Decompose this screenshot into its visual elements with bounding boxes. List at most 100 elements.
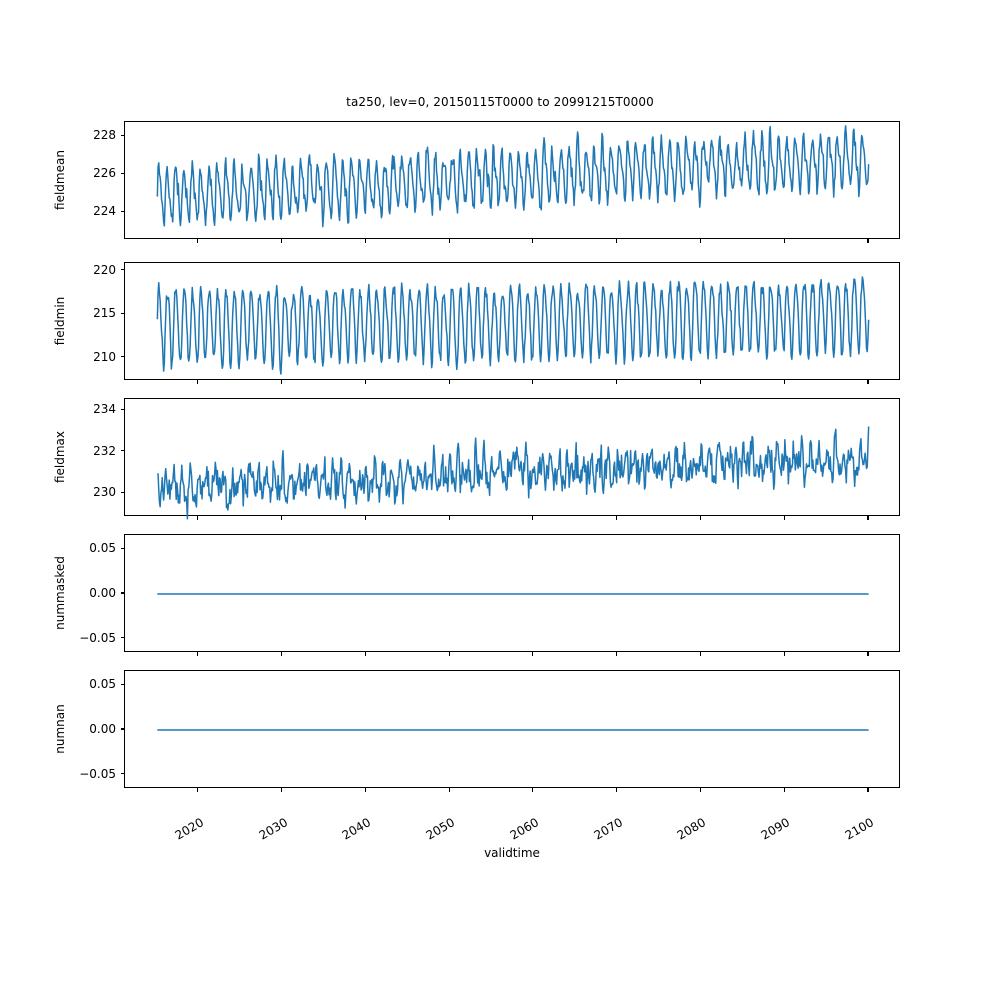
- y-tick-label: 234: [93, 402, 116, 417]
- x-tick-mark: [783, 239, 785, 243]
- y-tick-mark: [120, 491, 124, 493]
- x-tick-mark: [197, 380, 199, 384]
- x-tick-mark: [532, 516, 534, 520]
- y-tick-label: 224: [93, 204, 116, 219]
- x-tick-label: 2090: [758, 815, 793, 843]
- x-tick-mark: [197, 516, 199, 520]
- y-axis-label-numnan: numnan: [53, 704, 67, 754]
- x-tick-mark: [616, 239, 618, 243]
- x-tick-mark: [616, 380, 618, 384]
- x-tick-label: 2040: [340, 815, 374, 843]
- x-tick-label: 2050: [423, 815, 458, 843]
- x-tick-mark: [867, 652, 869, 656]
- y-tick-mark: [120, 773, 124, 775]
- y-tick-mark: [120, 408, 124, 410]
- x-tick-label: 2100: [842, 815, 877, 843]
- y-axis-label-fieldmin: fieldmin: [53, 296, 67, 346]
- x-tick-mark: [532, 380, 534, 384]
- y-tick-label: 0.00: [89, 722, 116, 736]
- subplot-numnan: [124, 670, 900, 788]
- x-tick-mark: [867, 239, 869, 243]
- y-tick-mark: [120, 269, 124, 271]
- data-line-fieldmean: [156, 125, 870, 228]
- x-tick-mark: [699, 788, 701, 792]
- y-tick-label: 232: [93, 443, 116, 458]
- y-tick-label: 230: [93, 485, 116, 500]
- x-tick-mark: [364, 652, 366, 656]
- x-tick-mark: [448, 788, 450, 792]
- x-tick-mark: [532, 652, 534, 656]
- figure-title: ta250, lev=0, 20150115T0000 to 20991215T…: [346, 95, 654, 109]
- y-tick-label: 0.05: [89, 677, 116, 692]
- subplot-fieldmean: [124, 121, 900, 239]
- subplot-fieldmin: [124, 262, 900, 380]
- data-line-fieldmin: [156, 276, 870, 375]
- x-tick-mark: [532, 788, 534, 792]
- y-tick-label: −0.05: [79, 766, 116, 781]
- x-axis-label: validtime: [484, 846, 540, 860]
- y-tick-label: 226: [93, 166, 116, 181]
- y-tick-mark: [120, 172, 124, 174]
- x-tick-mark: [281, 380, 283, 384]
- x-tick-label: 2070: [591, 815, 625, 843]
- x-tick-mark: [783, 788, 785, 792]
- x-tick-mark: [448, 380, 450, 384]
- x-tick-mark: [783, 516, 785, 520]
- plot-area-fieldmax: [157, 426, 870, 520]
- x-tick-mark: [197, 788, 199, 792]
- y-tick-label: 228: [93, 128, 116, 143]
- x-tick-mark: [281, 652, 283, 656]
- y-tick-mark: [120, 683, 124, 685]
- y-tick-mark: [120, 134, 124, 136]
- y-axis-label-fieldmax: fieldmax: [53, 430, 67, 484]
- x-tick-mark: [364, 516, 366, 520]
- y-tick-label: −0.05: [79, 630, 116, 645]
- x-tick-mark: [699, 380, 701, 384]
- x-tick-mark: [867, 516, 869, 520]
- subplot-fieldmax: [124, 398, 900, 520]
- x-tick-mark: [364, 239, 366, 243]
- x-tick-mark: [448, 652, 450, 656]
- x-tick-mark: [364, 788, 366, 792]
- x-tick-mark: [281, 516, 283, 520]
- x-tick-mark: [448, 516, 450, 520]
- x-tick-mark: [616, 652, 618, 656]
- x-tick-label: 2020: [172, 815, 206, 843]
- x-tick-mark: [783, 380, 785, 384]
- x-tick-mark: [616, 516, 618, 520]
- y-tick-label: 215: [93, 306, 116, 321]
- y-tick-mark: [120, 592, 124, 594]
- y-tick-mark: [120, 637, 124, 639]
- x-tick-mark: [783, 652, 785, 656]
- x-tick-mark: [364, 380, 366, 384]
- x-tick-mark: [281, 788, 283, 792]
- x-tick-mark: [616, 788, 618, 792]
- plot-area-numnan: [157, 729, 869, 731]
- plot-area-fieldmean: [156, 125, 870, 228]
- x-tick-mark: [532, 239, 534, 243]
- y-tick-label: 0.00: [89, 586, 116, 600]
- y-tick-label: 210: [93, 349, 116, 364]
- y-tick-label: 220: [93, 262, 116, 277]
- x-tick-mark: [197, 239, 199, 243]
- x-tick-mark: [867, 788, 869, 792]
- y-axis-label-fieldmean: fieldmean: [53, 150, 67, 210]
- y-axis-label-nummasked: nummasked: [53, 556, 67, 630]
- y-tick-label: 0.05: [89, 541, 116, 556]
- x-tick-mark: [197, 652, 199, 656]
- y-tick-mark: [120, 450, 124, 452]
- y-tick-mark: [120, 728, 124, 730]
- plot-area-nummasked: [157, 593, 869, 595]
- y-tick-mark: [120, 356, 124, 358]
- x-tick-mark: [699, 652, 701, 656]
- x-tick-label: 2030: [256, 815, 290, 843]
- x-tick-mark: [281, 239, 283, 243]
- plot-area-fieldmin: [156, 276, 870, 375]
- x-tick-label: 2080: [675, 815, 709, 843]
- x-tick-mark: [699, 516, 701, 520]
- x-tick-mark: [867, 380, 869, 384]
